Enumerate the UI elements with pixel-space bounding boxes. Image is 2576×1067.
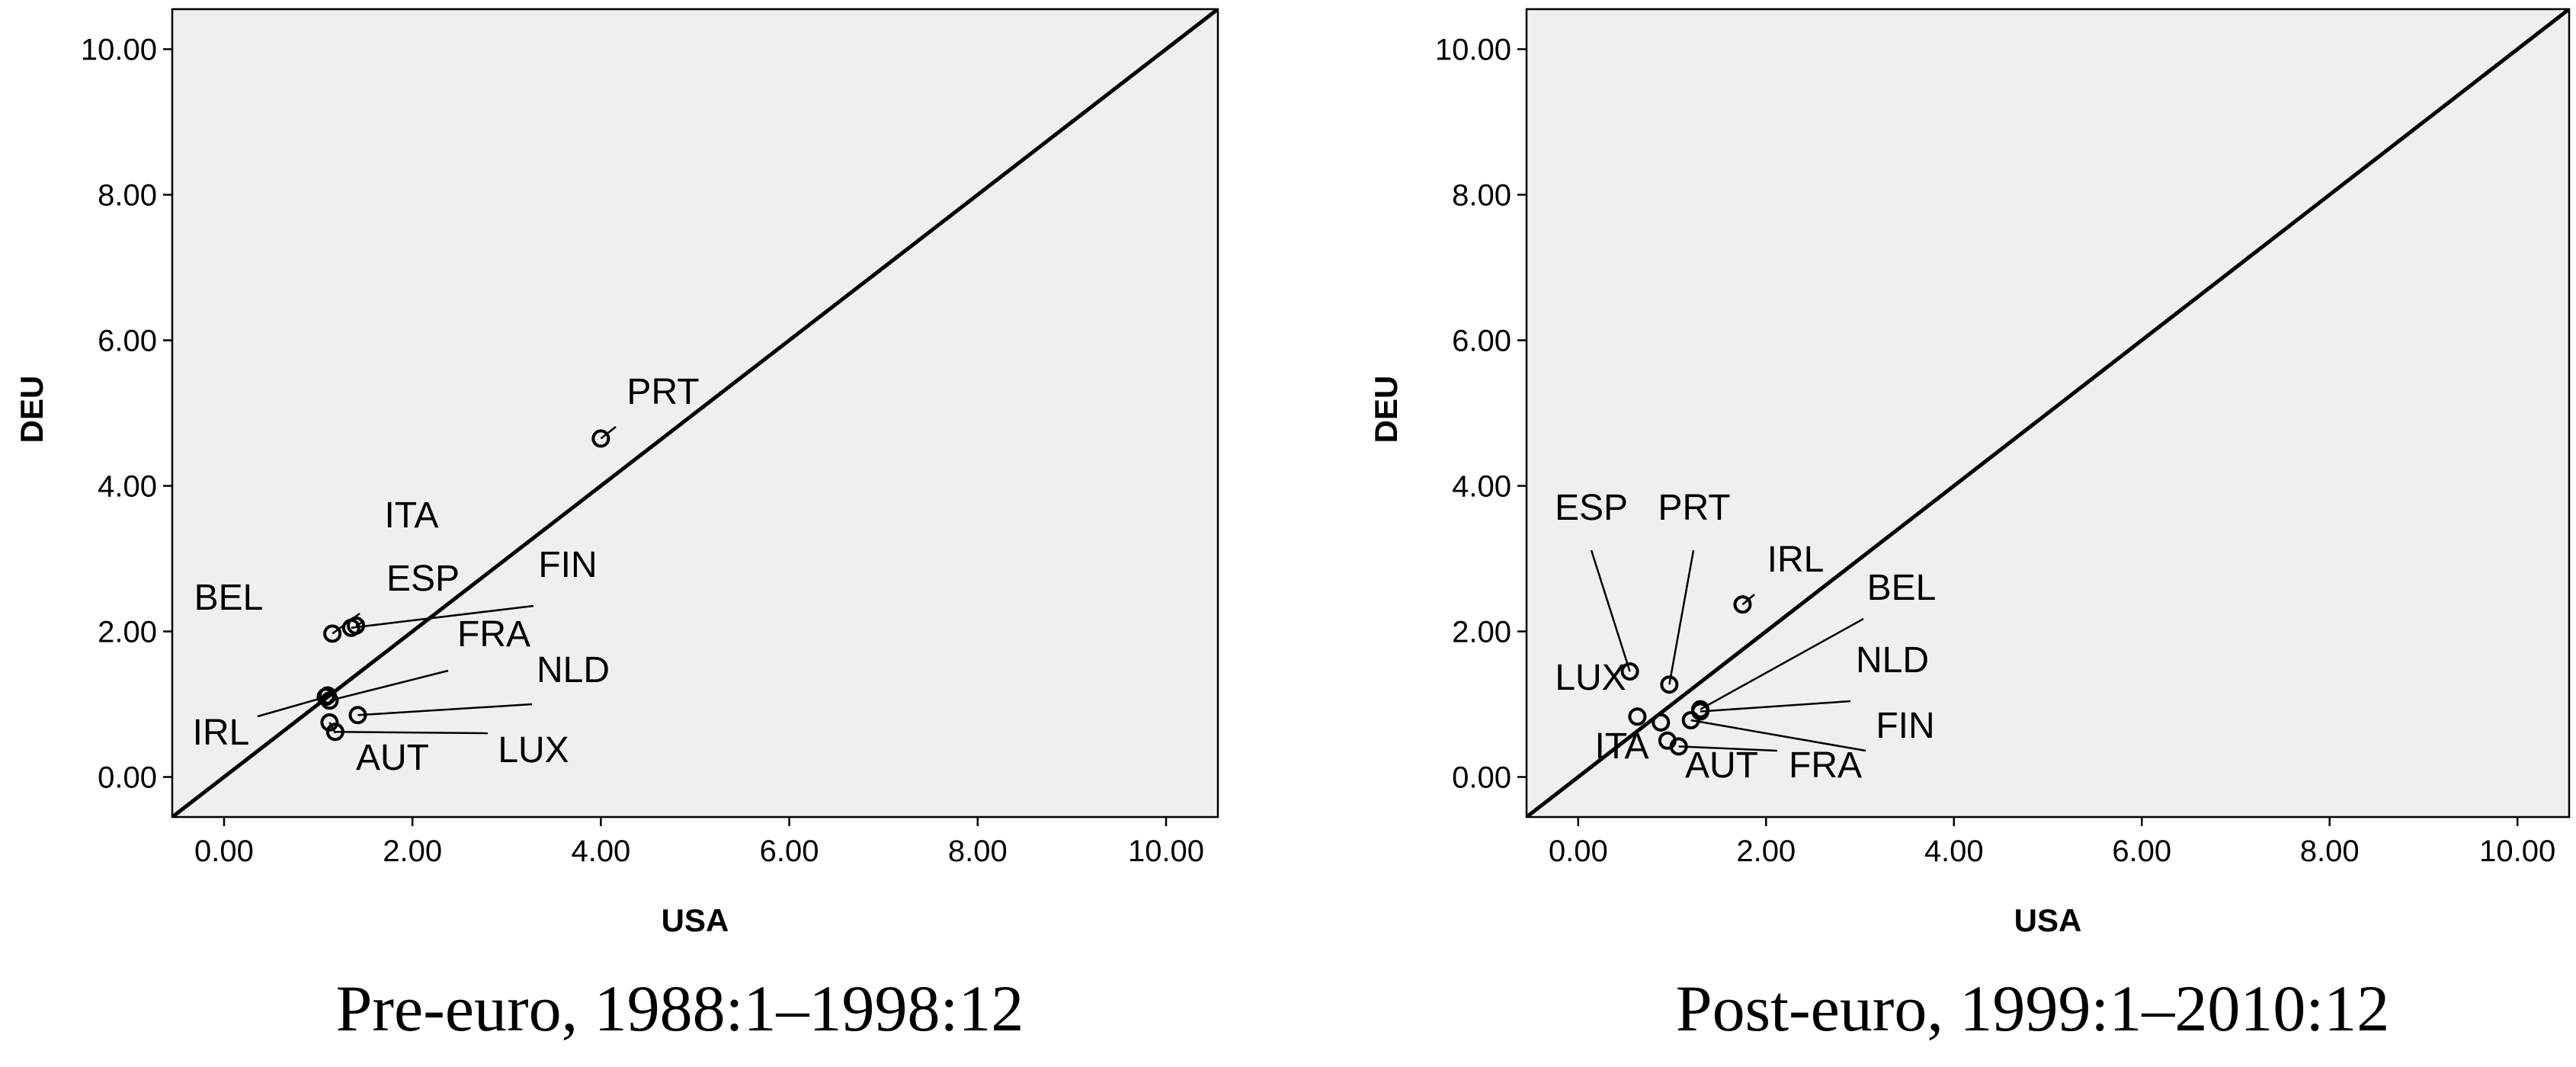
data-point-irl <box>1733 595 1752 614</box>
x-tick-label: 0.00 <box>194 835 254 868</box>
leader-line-fin <box>1690 719 1866 752</box>
data-point-fra <box>320 691 339 710</box>
x-tick-label: 6.00 <box>2112 835 2171 868</box>
leader-line-lux <box>335 731 489 735</box>
y-tick-label: 8.00 <box>98 179 157 213</box>
leader-line-esp <box>1590 550 1631 672</box>
point-label-irl: IRL <box>1767 540 1825 580</box>
point-label-esp: ESP <box>386 559 460 599</box>
leader-line-prt <box>1668 550 1695 685</box>
data-point-fra <box>1669 737 1688 756</box>
y-tick-label: 2.00 <box>1452 615 1511 649</box>
point-label-fin: FIN <box>1876 706 1934 746</box>
point-label-prt: PRT <box>1658 488 1730 528</box>
point-label-fra: FRA <box>1789 745 1862 786</box>
y-tick-label: 0.00 <box>1452 761 1511 794</box>
data-point-prt <box>1660 675 1679 694</box>
y-tick-label: 2.00 <box>98 615 157 649</box>
point-label-bel: BEL <box>194 578 264 618</box>
reference-line-45deg <box>172 9 1218 817</box>
y-tick-label: 10.00 <box>81 34 157 67</box>
point-label-bel: BEL <box>1867 568 1937 608</box>
point-label-lux: LUX <box>498 730 569 771</box>
chart-panel-1: 0.00 2.00 4.00 6.00 8.00 10.00 0.00 2.00 4.00 6.0… <box>1368 8 2571 1045</box>
data-point-ita <box>323 624 342 643</box>
point-label-fra: FRA <box>457 614 530 655</box>
x-tick-label: 4.00 <box>1924 835 1984 868</box>
data-point-fin <box>341 618 360 637</box>
x-tick-label: 8.00 <box>2300 835 2360 868</box>
y-tick-label: 4.00 <box>98 469 157 503</box>
x-tick-label: 8.00 <box>948 835 1008 868</box>
y-axis-title: DEU <box>1368 376 1404 444</box>
data-point-fin <box>1681 710 1700 729</box>
data-point-aut <box>320 713 339 732</box>
leader-line-prt <box>600 426 617 440</box>
point-label-ita: ITA <box>1594 726 1648 767</box>
point-label-esp: ESP <box>1555 488 1628 528</box>
point-label-nld: NLD <box>1856 640 1929 681</box>
data-point-esp <box>1620 662 1639 681</box>
y-tick-label: 0.00 <box>98 761 157 794</box>
point-label-fin: FIN <box>538 545 597 585</box>
point-label-aut: AUT <box>356 738 429 778</box>
y-tick-label: 6.00 <box>1452 325 1511 358</box>
x-axis-title: USA <box>2014 902 2082 938</box>
y-tick-label: 8.00 <box>1452 179 1511 213</box>
x-tick-label: 6.00 <box>760 835 819 868</box>
point-label-nld: NLD <box>537 650 610 691</box>
y-tick-label: 6.00 <box>98 325 157 358</box>
leader-line-bel <box>1700 617 1864 710</box>
point-label-prt: PRT <box>626 372 699 412</box>
leader-line-fin <box>351 604 534 629</box>
x-tick-label: 10.00 <box>1128 835 1204 868</box>
x-tick-label: 2.00 <box>383 835 442 868</box>
point-label-ita: ITA <box>384 495 438 536</box>
data-point-lux <box>325 723 344 742</box>
leader-line-fra <box>329 669 449 702</box>
y-axis-title: DEU <box>14 376 50 444</box>
panel-caption: Pre-euro, 1988:1–1998:12 <box>336 972 1024 1045</box>
data-point-nld <box>348 706 367 725</box>
point-label-aut: AUT <box>1685 745 1758 786</box>
x-axis-title: USA <box>662 902 729 938</box>
x-tick-label: 0.00 <box>1549 835 1608 868</box>
reference-line-45deg <box>1527 9 2569 817</box>
data-point-lux <box>1628 707 1647 726</box>
x-tick-label: 2.00 <box>1736 835 1796 868</box>
data-point-irl <box>316 687 335 707</box>
leader-line-fra <box>1678 745 1778 752</box>
leader-line-irl <box>257 696 326 718</box>
x-tick-label: 4.00 <box>571 835 630 868</box>
leader-line-nld <box>1700 700 1851 713</box>
y-tick-label: 4.00 <box>1452 469 1511 503</box>
point-label-lux: LUX <box>1555 658 1626 698</box>
panel-caption: Post-euro, 1999:1–2010:12 <box>1676 972 2389 1045</box>
point-label-irl: IRL <box>193 713 250 753</box>
data-point-prt <box>591 429 610 448</box>
chart-panel-0: 0.00 2.00 4.00 6.00 8.00 10.00 0.00 2.00 4.00 6.0… <box>14 8 1219 1045</box>
data-point-ita <box>1652 713 1671 732</box>
y-tick-label: 10.00 <box>1435 34 1511 67</box>
leader-line-nld <box>357 703 533 716</box>
x-tick-label: 10.00 <box>2479 835 2555 868</box>
